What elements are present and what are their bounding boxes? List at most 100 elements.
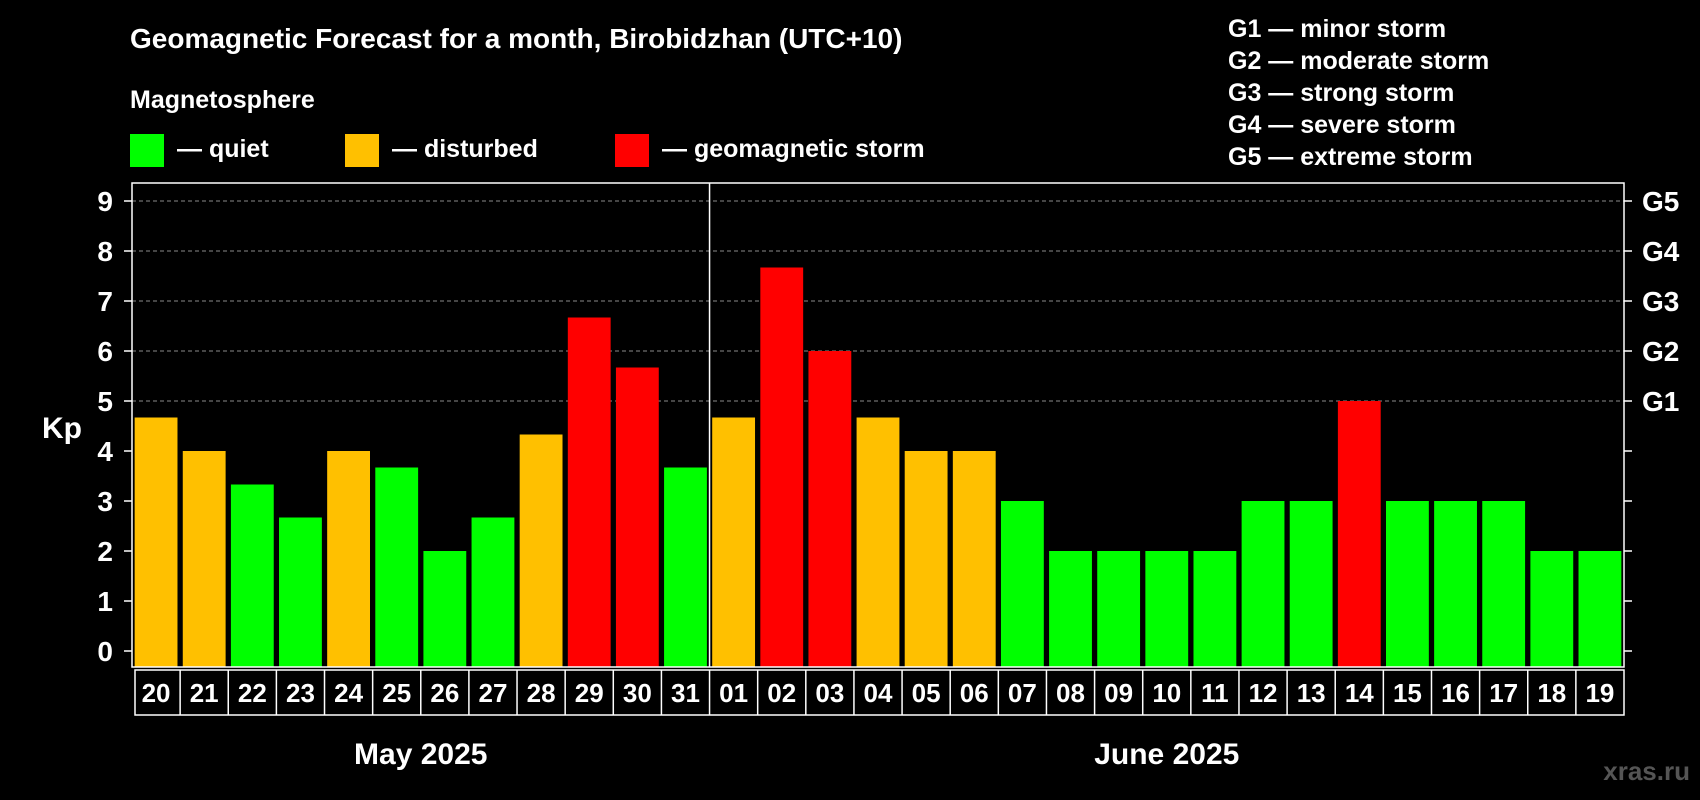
g-axis: G1 G2 G3 G4 G5	[1624, 186, 1680, 652]
date-label: 07	[1008, 678, 1037, 708]
bar	[712, 417, 756, 667]
bar	[519, 434, 563, 667]
date-label: 20	[142, 678, 171, 708]
g-scale-item: G1 — minor storm	[1228, 15, 1446, 43]
bar	[375, 467, 419, 667]
bar	[1578, 551, 1622, 667]
date-label: 28	[527, 678, 556, 708]
legend-title: Magnetosphere	[130, 86, 315, 114]
legend-label-storm: — geomagnetic storm	[662, 135, 925, 163]
month-label: May 2025	[354, 738, 487, 771]
date-label: 24	[334, 678, 363, 708]
y-axis-label: Kp	[42, 412, 82, 445]
y-tick-label: 5	[97, 386, 113, 417]
legend-swatch-disturbed	[345, 134, 379, 167]
date-label: 26	[430, 678, 459, 708]
date-label: 15	[1393, 678, 1422, 708]
y-tick-label: 4	[97, 436, 113, 467]
date-label: 08	[1056, 678, 1085, 708]
date-label: 09	[1104, 678, 1133, 708]
month-labels: May 2025 June 2025	[354, 738, 1239, 771]
bar	[279, 517, 322, 667]
date-label: 02	[767, 678, 796, 708]
bar	[182, 451, 226, 667]
date-label: 27	[479, 678, 508, 708]
bar	[1097, 551, 1141, 667]
gridlines	[132, 200, 1624, 402]
g-level-label: G2	[1642, 336, 1679, 367]
date-label: 22	[238, 678, 267, 708]
g-level-label: G4	[1642, 236, 1680, 267]
legend-label-disturbed: — disturbed	[392, 135, 538, 163]
bar	[1386, 501, 1429, 667]
date-label: 06	[960, 678, 989, 708]
g-level-label: G5	[1642, 186, 1679, 217]
bar	[1000, 501, 1044, 667]
date-label: 31	[671, 678, 700, 708]
date-label: 01	[719, 678, 748, 708]
date-label: 14	[1345, 678, 1374, 708]
watermark: xras.ru	[1603, 756, 1690, 786]
y-tick-label: 0	[97, 636, 113, 667]
bar	[1241, 501, 1285, 667]
date-label: 04	[864, 678, 893, 708]
y-tick-label: 3	[97, 486, 113, 517]
bar	[1145, 551, 1189, 667]
legend-swatch-quiet	[130, 134, 164, 167]
y-tick-label: 6	[97, 336, 113, 367]
date-strip	[134, 669, 1625, 716]
bar	[1289, 501, 1333, 667]
y-tick-label: 1	[97, 586, 113, 617]
y-tick-label: 7	[97, 286, 113, 317]
g-scale-legend: G1 — minor storm G2 — moderate storm G3 — …	[1228, 15, 1489, 171]
date-label: 03	[815, 678, 844, 708]
date-label: 29	[575, 678, 604, 708]
bar	[952, 451, 996, 667]
date-label: 13	[1297, 678, 1326, 708]
date-label: 16	[1441, 678, 1470, 708]
plot-frame	[131, 182, 1625, 668]
bars	[134, 267, 1622, 667]
bar	[1337, 401, 1381, 667]
y-tick-label: 2	[97, 536, 113, 567]
bar	[615, 367, 659, 667]
g-level-label: G3	[1642, 286, 1679, 317]
legend-label-quiet: — quiet	[177, 135, 269, 163]
date-label: 18	[1537, 678, 1566, 708]
date-label: 23	[286, 678, 315, 708]
date-label: 25	[382, 678, 411, 708]
legend-swatch-storm	[615, 134, 649, 167]
date-label: 19	[1585, 678, 1614, 708]
y-tick-label: 8	[97, 236, 113, 267]
bar	[567, 317, 611, 667]
plot-border	[131, 182, 1625, 668]
y-axis: 0 1 2 3 4 5 6 7 8 9	[97, 186, 132, 667]
bar	[760, 267, 804, 667]
date-label: 05	[912, 678, 941, 708]
g-scale-item: G3 — strong storm	[1228, 79, 1454, 107]
date-axis: 20 21 22 23 24 25 26 27 28 29 30 31 01 02 03 04 05 06 07 08…	[134, 669, 1625, 716]
date-label: 30	[623, 678, 652, 708]
bar	[808, 351, 852, 667]
bar	[664, 467, 707, 667]
legend: — quiet — disturbed — geomagnetic storm	[130, 134, 925, 167]
bar	[1482, 501, 1526, 667]
date-label: 17	[1489, 678, 1518, 708]
g-scale-item: G5 — extreme storm	[1228, 143, 1473, 171]
g-scale-item: G4 — severe storm	[1228, 111, 1456, 139]
month-label: June 2025	[1094, 738, 1239, 771]
date-label: 11	[1201, 678, 1229, 708]
date-label: 10	[1152, 678, 1181, 708]
bar	[1530, 551, 1574, 667]
bar	[230, 484, 274, 667]
date-label: 12	[1249, 678, 1278, 708]
bar	[134, 417, 178, 667]
g-scale-item: G2 — moderate storm	[1228, 47, 1489, 75]
bar	[1434, 501, 1477, 667]
bar	[327, 451, 370, 667]
bar	[904, 451, 948, 667]
bar	[471, 517, 515, 667]
bar	[856, 417, 900, 667]
bar	[1049, 551, 1092, 667]
date-label: 21	[190, 678, 219, 708]
